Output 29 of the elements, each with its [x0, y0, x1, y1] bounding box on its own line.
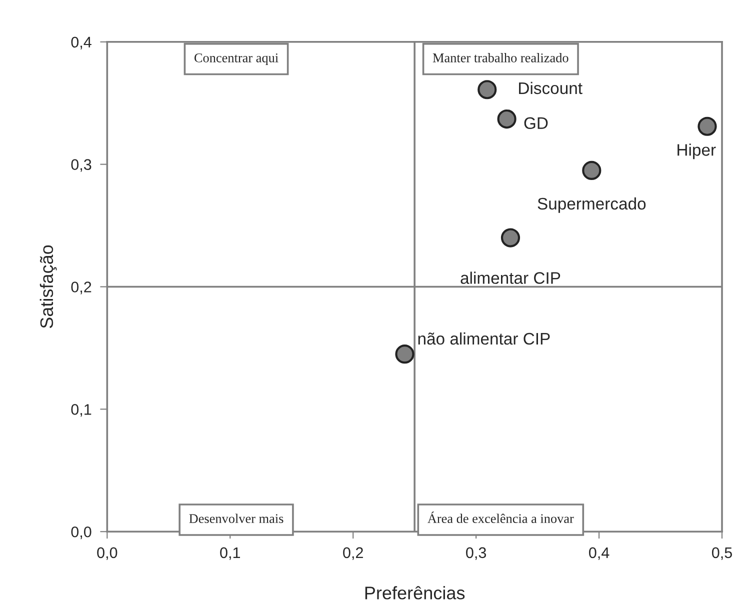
x-tick-label: 0,0	[97, 547, 118, 560]
y-tick-label: 0,4	[71, 36, 92, 50]
y-tick-label: 0,0	[71, 526, 92, 540]
x-tick-label: 0,1	[220, 547, 240, 560]
y-axis-title: Satisfação	[40, 245, 57, 328]
annotation: Discount	[519, 82, 582, 94]
annotation: Área de excelência a inovar	[428, 512, 574, 524]
x-tick-label: 0,3	[466, 547, 486, 560]
point	[698, 116, 717, 136]
x-tick-label: 0,2	[343, 547, 363, 560]
annotation: Concentrar aqui	[194, 53, 278, 66]
annotation: Hiper	[678, 144, 716, 160]
point	[395, 344, 414, 364]
annotation: Desenvolver mais	[189, 514, 284, 524]
annotation: Supermercado	[538, 197, 646, 213]
x-tick-label: 0,5	[712, 547, 732, 560]
y-tick-label: 0,2	[71, 282, 92, 294]
point	[497, 109, 516, 129]
annotation: GD	[524, 117, 548, 130]
annotation: Manter trabalho realizado	[432, 53, 568, 62]
y-tick-label: 0,3	[71, 159, 92, 172]
annotation: alimentar CIP	[460, 272, 560, 284]
point	[478, 80, 497, 100]
x-tick-label: 0,4	[589, 547, 610, 560]
x-axis-title: Preferências	[365, 586, 465, 600]
y-tick-label: 0,1	[71, 404, 92, 417]
point	[582, 160, 602, 180]
annotation: não alimentar CIP	[418, 332, 550, 345]
point	[500, 228, 520, 248]
